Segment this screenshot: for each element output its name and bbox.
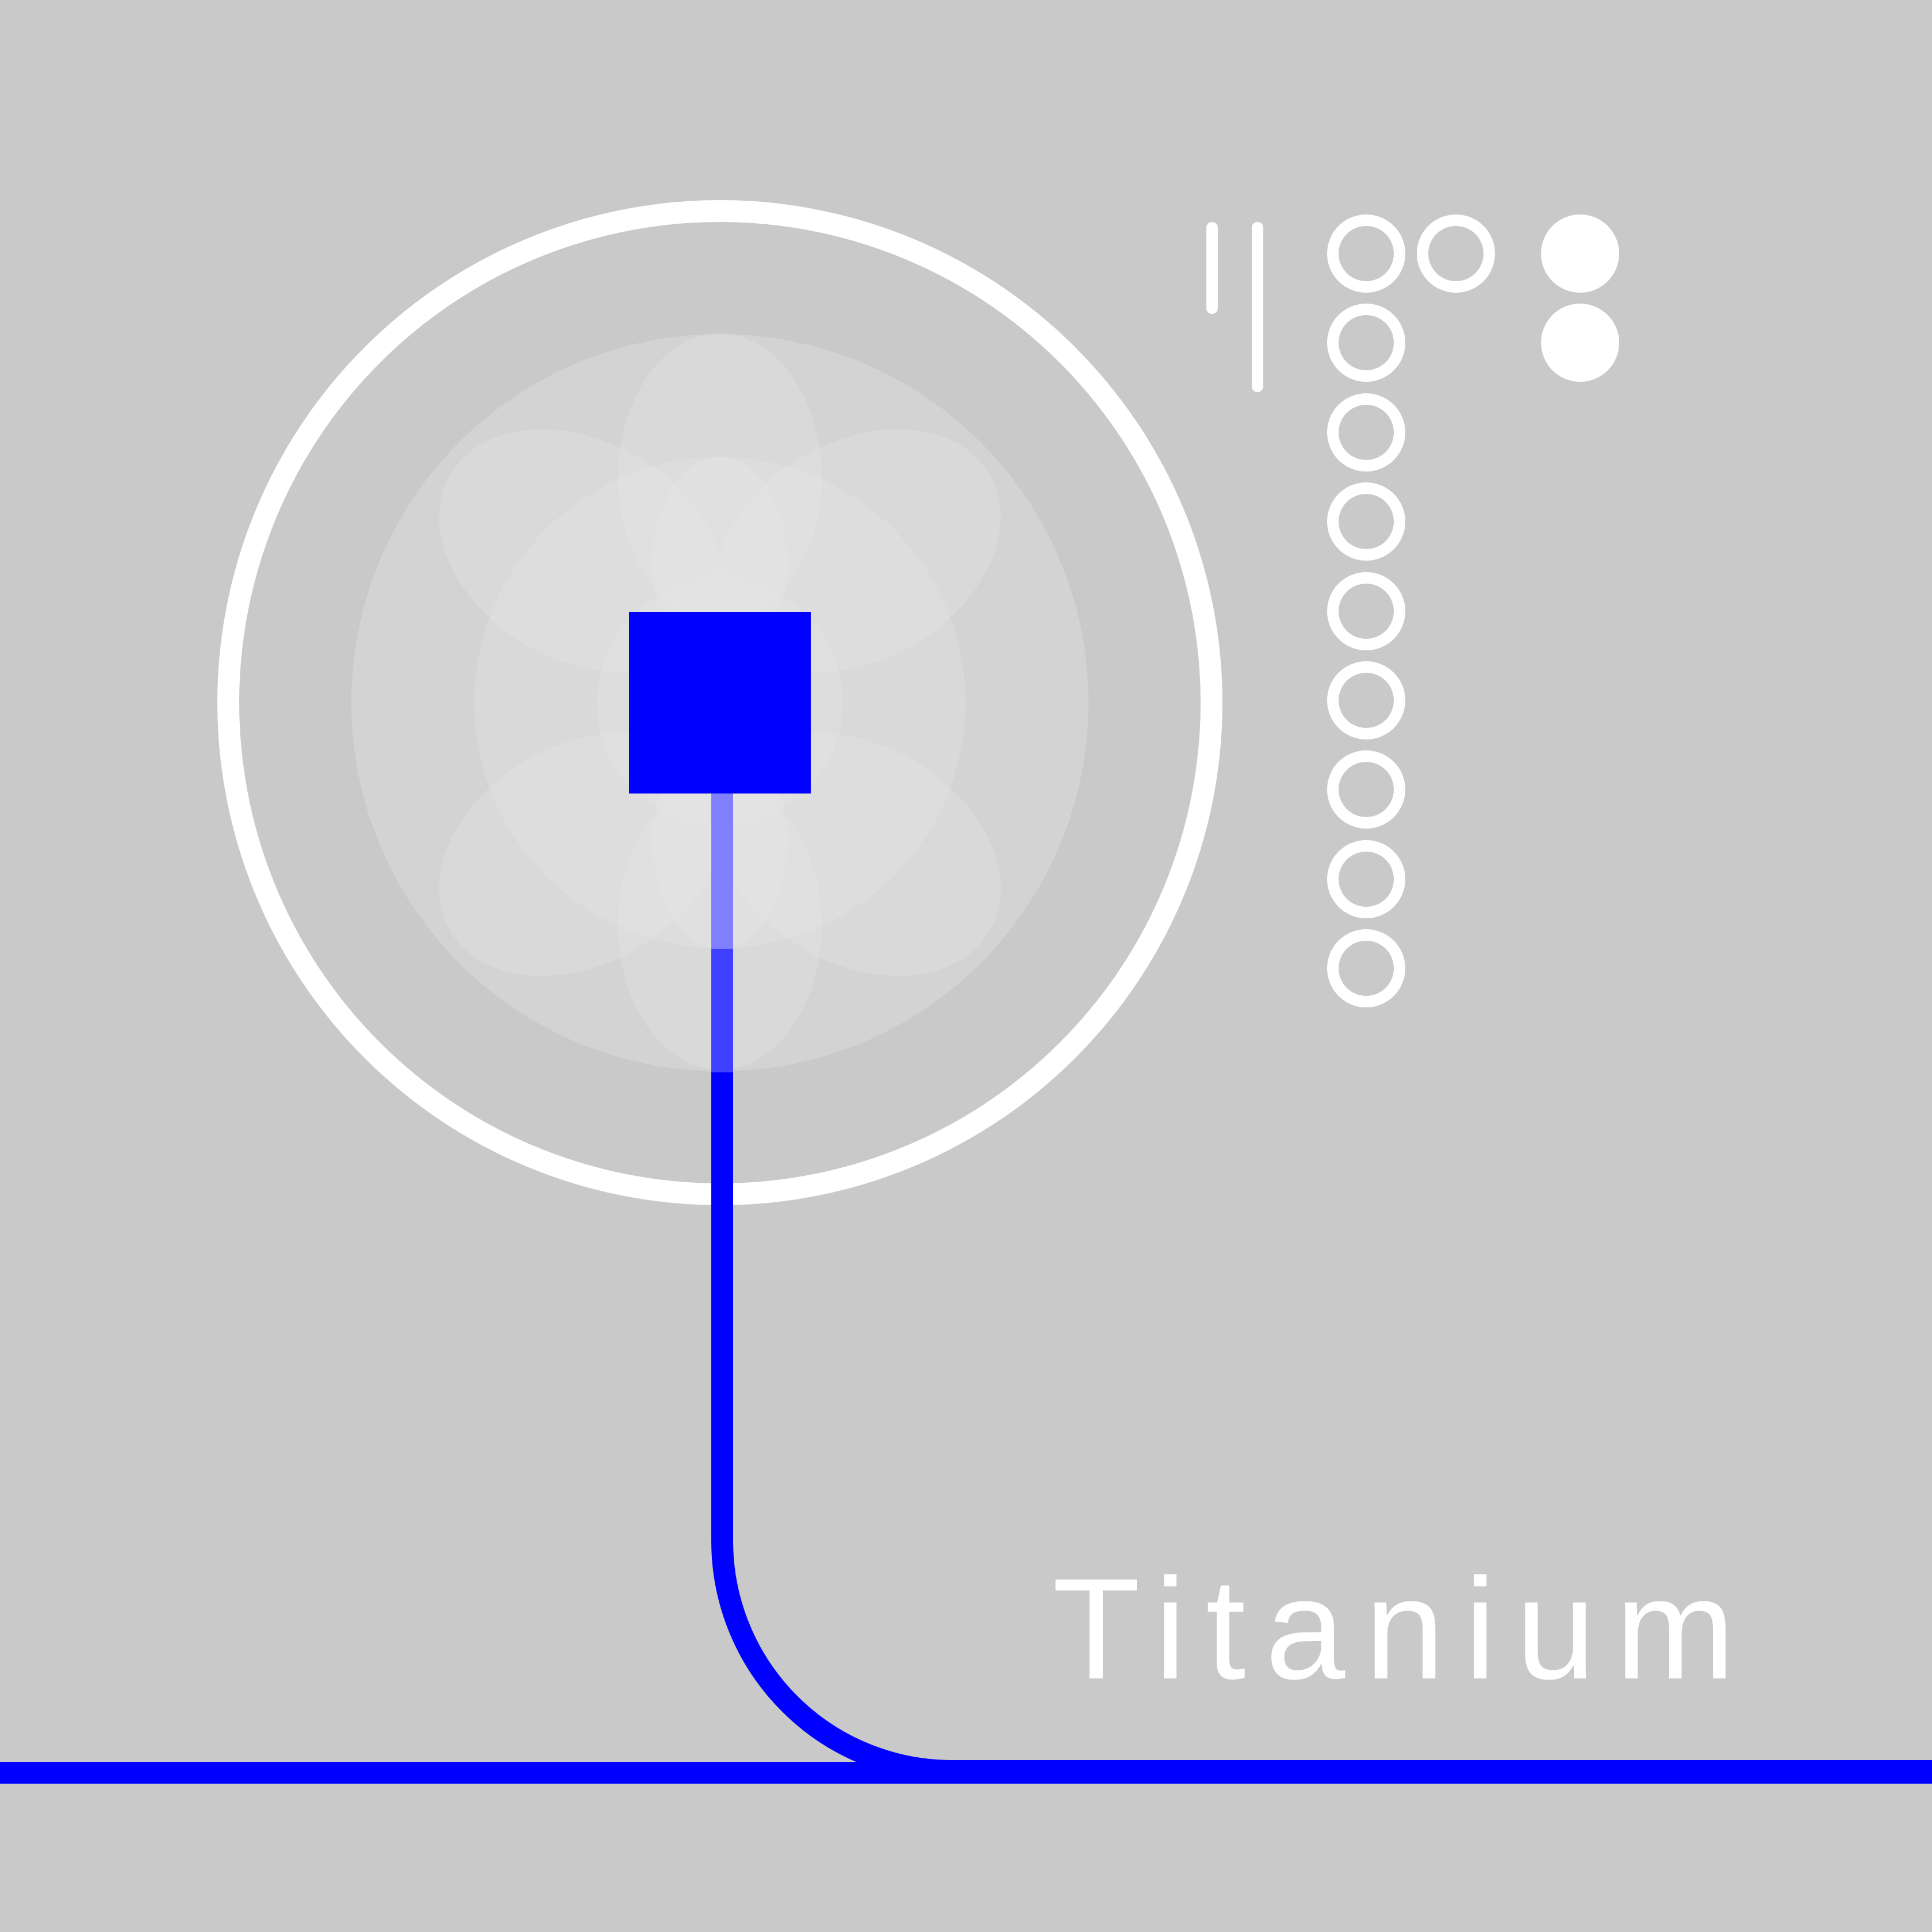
- petal-upper-right: [715, 429, 1001, 673]
- shell-4-dot: [1541, 304, 1619, 382]
- shell-3-ring: [1327, 304, 1405, 382]
- filled-dots: [1541, 214, 1619, 382]
- stem-overlay-upper: [711, 793, 733, 949]
- shell-3-ring: [1417, 214, 1495, 293]
- shell-3-ring: [1327, 572, 1405, 650]
- shell-3-ring: [1327, 393, 1405, 471]
- petal-lower-right: [715, 733, 1001, 976]
- element-name: Titanium: [1052, 1548, 1754, 1709]
- shell-3-ring: [1327, 214, 1405, 293]
- shell-3-ring: [1327, 482, 1405, 561]
- shell-3-ring: [1327, 929, 1405, 1007]
- stem-overlay-lower: [711, 949, 733, 1072]
- petal-upper-left: [439, 429, 725, 673]
- electron-marks: [1206, 214, 1495, 1007]
- shell-3-ring: [1327, 750, 1405, 829]
- shell-3-ring: [1327, 840, 1405, 918]
- shell-4-dot: [1541, 214, 1619, 293]
- shell-3-ring: [1327, 661, 1405, 739]
- petal-top: [618, 334, 822, 621]
- petal-lower-left: [439, 733, 725, 976]
- nucleus-square: [629, 612, 811, 793]
